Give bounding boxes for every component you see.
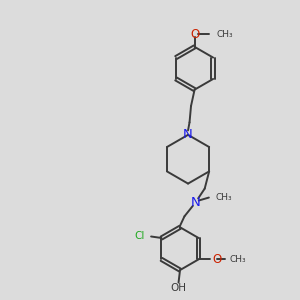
Text: O: O — [212, 253, 221, 266]
Text: OH: OH — [170, 283, 187, 293]
Text: N: N — [191, 196, 201, 209]
Text: CH₃: CH₃ — [216, 30, 233, 39]
Text: O: O — [190, 28, 199, 41]
Text: N: N — [183, 128, 193, 141]
Text: CH₃: CH₃ — [230, 255, 246, 264]
Text: Cl: Cl — [135, 232, 145, 242]
Text: CH₃: CH₃ — [216, 193, 232, 202]
